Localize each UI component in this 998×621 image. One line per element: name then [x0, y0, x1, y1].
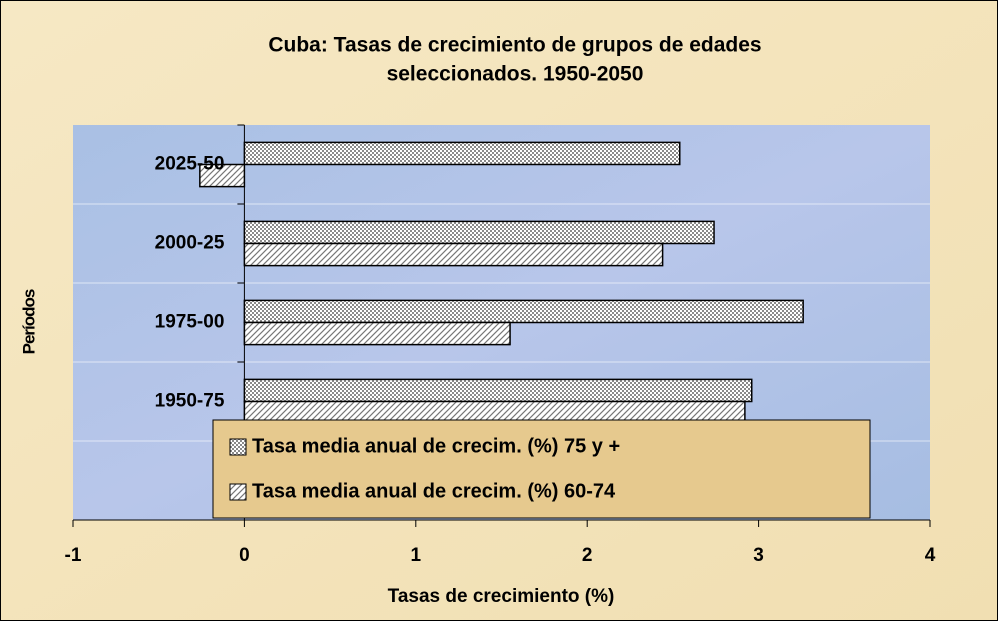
- x-tick-label: 2: [582, 545, 593, 566]
- x-tick-label: 4: [925, 545, 936, 566]
- y-axis-label: Períodos: [19, 289, 38, 354]
- y-tick-label: 1950-75: [155, 391, 225, 412]
- x-tick-label: 1: [411, 545, 422, 566]
- legend-swatch: [229, 438, 247, 456]
- x-tick-label: -1: [65, 545, 82, 566]
- bar: [243, 321, 511, 346]
- plot: -1 0 1 2 3 4 1950-75 1975-00 2000-25 2025-50 Tasa …: [65, 124, 936, 566]
- x-axis-label: Tasas de crecimiento (%): [388, 586, 615, 607]
- legend-label: Tasa media anual de crecim. (%) 60-74: [252, 480, 616, 502]
- legend-box: [212, 419, 871, 519]
- bar: [243, 299, 804, 324]
- bar: [243, 378, 753, 403]
- legend-label: Tasa media anual de crecim. (%) 75 y +: [252, 435, 620, 457]
- x-tick-label: 3: [753, 545, 764, 566]
- bar: [243, 141, 681, 166]
- bar: [243, 220, 715, 245]
- chart-title: seleccionados. 1950-2050: [387, 63, 644, 86]
- bar: [243, 242, 664, 267]
- legend-swatch: [229, 483, 247, 501]
- y-tick-label: 2000-25: [155, 233, 225, 254]
- chart-title: Cuba: Tasas de crecimiento de grupos de …: [268, 34, 761, 57]
- bar: [199, 163, 246, 188]
- y-tick-label: 2025-50: [155, 154, 225, 175]
- y-tick-label: 1975-00: [155, 312, 225, 333]
- legend: Tasa media anual de crecim. (%) 75 y + Ta…: [212, 419, 871, 519]
- x-tick-label: 0: [239, 545, 250, 566]
